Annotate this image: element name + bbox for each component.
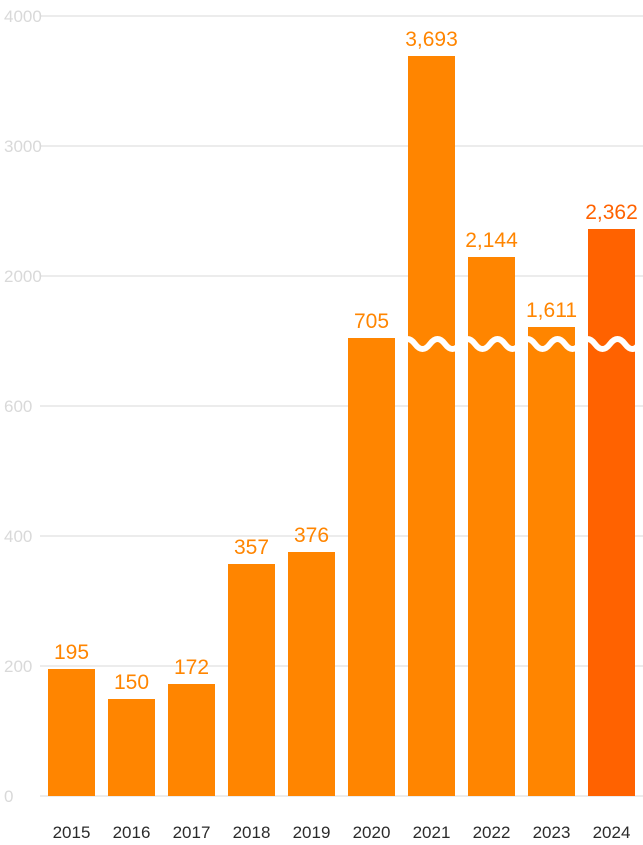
axis-break [397,336,642,352]
data-label-2021: 3,693 [405,28,458,51]
data-label-2022: 2,144 [465,229,518,252]
x-tick-label-2018: 2018 [233,823,271,842]
bar-2023 [528,327,575,796]
x-tick-label-2016: 2016 [113,823,151,842]
x-axis-ticks: 2015 2016 2017 2018 2019 2020 2021 2022 2023 2024 [53,823,631,842]
y-tick-label: 3000 [4,137,42,156]
bar-2022 [468,257,515,796]
y-tick-label: 4000 [4,7,42,26]
y-axis-ticks: 0 200 400 600 2000 3000 4000 [4,7,42,806]
data-label-2017: 172 [174,656,209,679]
y-tick-label: 400 [4,527,32,546]
y-tick-label: 2000 [4,267,42,286]
bar-2015 [48,669,95,796]
axis-break-wave [397,336,642,352]
bar-2020 [348,338,395,796]
data-label-2015: 195 [54,641,89,664]
bar-2019 [288,552,335,796]
data-labels: 195 150 172 357 376 705 3,693 2,144 1,611 2,362 [54,28,638,694]
data-label-2016: 150 [114,671,149,694]
x-tick-label-2020: 2020 [353,823,391,842]
bar-2024 [588,229,635,796]
bar-2021 [408,56,455,796]
x-tick-label-2015: 2015 [53,823,91,842]
x-tick-label-2021: 2021 [413,823,451,842]
bar-2017 [168,684,215,796]
gridlines [40,15,643,797]
y-tick-label: 0 [4,787,13,806]
x-tick-label-2019: 2019 [293,823,331,842]
bar-2018 [228,564,275,796]
y-tick-label: 200 [4,657,32,676]
x-tick-label-2024: 2024 [593,823,631,842]
y-tick-label: 600 [4,397,32,416]
data-label-2018: 357 [234,536,269,559]
data-label-2020: 705 [354,310,389,333]
x-tick-label-2023: 2023 [533,823,571,842]
data-label-2019: 376 [294,524,329,547]
x-tick-label-2017: 2017 [173,823,211,842]
data-label-2024: 2,362 [585,201,638,224]
x-tick-label-2022: 2022 [473,823,511,842]
bar-2016 [108,699,155,796]
data-label-2023: 1,611 [526,299,577,322]
